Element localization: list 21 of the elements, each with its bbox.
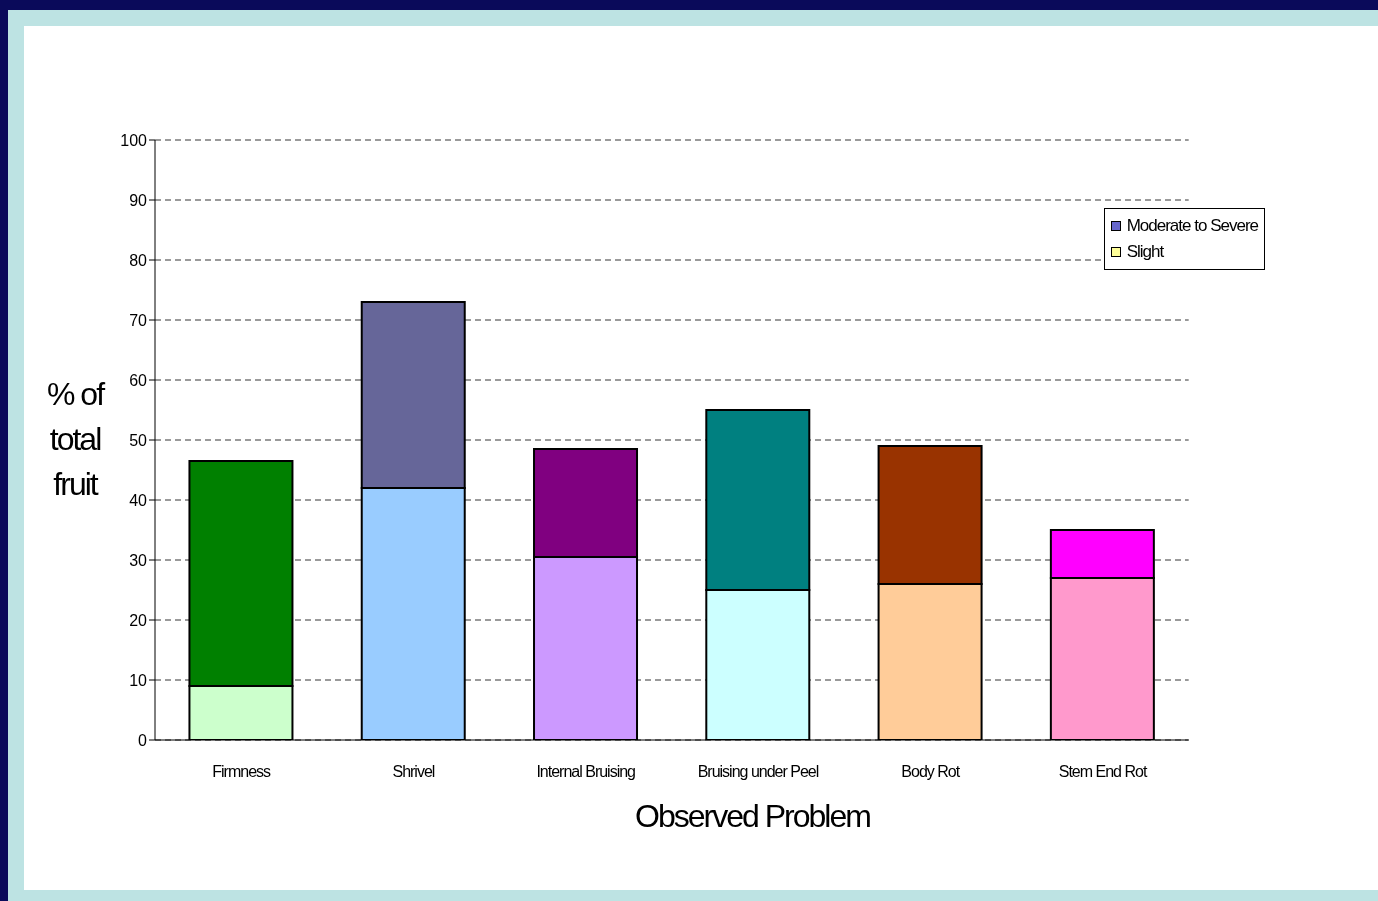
y-tick-label: 10 (129, 671, 148, 689)
y-tick-label: 60 (129, 371, 148, 389)
y-tick-label: 80 (129, 251, 148, 269)
x-axis-title: Observed Problem (634, 798, 871, 835)
x-tick-label: Internal Bruising (536, 763, 636, 781)
y-tick-label: 100 (120, 131, 148, 149)
x-tick-label: Firmness (212, 763, 272, 781)
text: Slight (1126, 241, 1164, 263)
x-tick-label: Bruising under Peel (697, 763, 819, 781)
x-tick-label: Shrivel (392, 763, 435, 781)
y-tick-label: 40 (129, 491, 148, 509)
y-tick-label: 50 (129, 431, 148, 449)
x-tick-label: Body Rot (901, 763, 961, 781)
y-tick-label: 30 (129, 551, 148, 569)
y-tick-label: 0 (138, 731, 148, 749)
y-tick-label: 20 (129, 611, 148, 629)
x-tick-label: Stem End Rot (1058, 763, 1148, 781)
y-tick-label: 90 (129, 191, 148, 209)
y-tick-label: 70 (129, 311, 148, 329)
y-axis-title: % of total fruit (46, 375, 105, 504)
text: Moderate to Severe (1126, 215, 1258, 237)
